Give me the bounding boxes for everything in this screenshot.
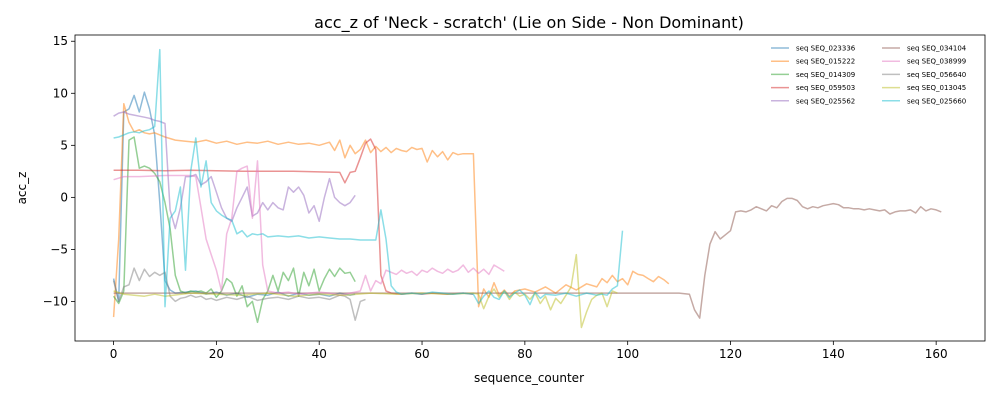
x-tick-label: 120 bbox=[719, 347, 742, 361]
legend-label-0: seq SEQ_023336 bbox=[796, 45, 856, 53]
y-tick-label: 15 bbox=[53, 34, 68, 48]
legend-label-8: seq SEQ_013045 bbox=[907, 84, 966, 92]
x-tick-label: 0 bbox=[110, 347, 118, 361]
y-tick-label: 10 bbox=[53, 86, 68, 100]
legend-label-2: seq SEQ_014309 bbox=[796, 71, 855, 79]
x-tick-label: 140 bbox=[822, 347, 845, 361]
y-tick-label: 5 bbox=[60, 138, 68, 152]
series-line-6 bbox=[113, 160, 505, 296]
legend-label-1: seq SEQ_015222 bbox=[796, 58, 855, 66]
series-line-9 bbox=[113, 48, 624, 308]
x-tick-label: 40 bbox=[312, 347, 327, 361]
x-tick-label: 160 bbox=[925, 347, 948, 361]
legend-label-7: seq SEQ_056640 bbox=[907, 71, 966, 79]
x-tick-label: 60 bbox=[414, 347, 429, 361]
x-tick-label: 100 bbox=[616, 347, 639, 361]
x-axis-ticks: 0 20 40 60 80 100 120 140 160 bbox=[110, 341, 948, 361]
series-line-1 bbox=[112, 102, 670, 318]
legend-label-5: seq SEQ_034104 bbox=[907, 45, 967, 53]
series-line-5 bbox=[113, 197, 942, 319]
series-line-7 bbox=[112, 267, 366, 321]
plot-lines bbox=[112, 48, 942, 329]
y-axis-ticks: −10 −5 0 5 10 15 bbox=[43, 34, 75, 308]
series-line-4 bbox=[113, 111, 356, 230]
y-tick-label: −5 bbox=[50, 242, 68, 256]
x-tick-label: 20 bbox=[209, 347, 224, 361]
legend-label-4: seq SEQ_025562 bbox=[796, 97, 855, 105]
legend-label-9: seq SEQ_025660 bbox=[907, 97, 966, 105]
y-axis-label: acc_z bbox=[15, 172, 29, 205]
y-tick-label: 0 bbox=[60, 190, 68, 204]
x-axis-label: sequence_counter bbox=[474, 371, 584, 385]
legend-label-3: seq SEQ_059503 bbox=[796, 84, 855, 92]
y-tick-label: −10 bbox=[43, 294, 68, 308]
series-line-2 bbox=[112, 136, 356, 324]
chart-title: acc_z of 'Neck - scratch' (Lie on Side -… bbox=[314, 13, 744, 33]
plot-frame bbox=[74, 34, 986, 342]
x-tick-label: 80 bbox=[517, 347, 532, 361]
legend-label-6: seq SEQ_038999 bbox=[907, 58, 966, 66]
